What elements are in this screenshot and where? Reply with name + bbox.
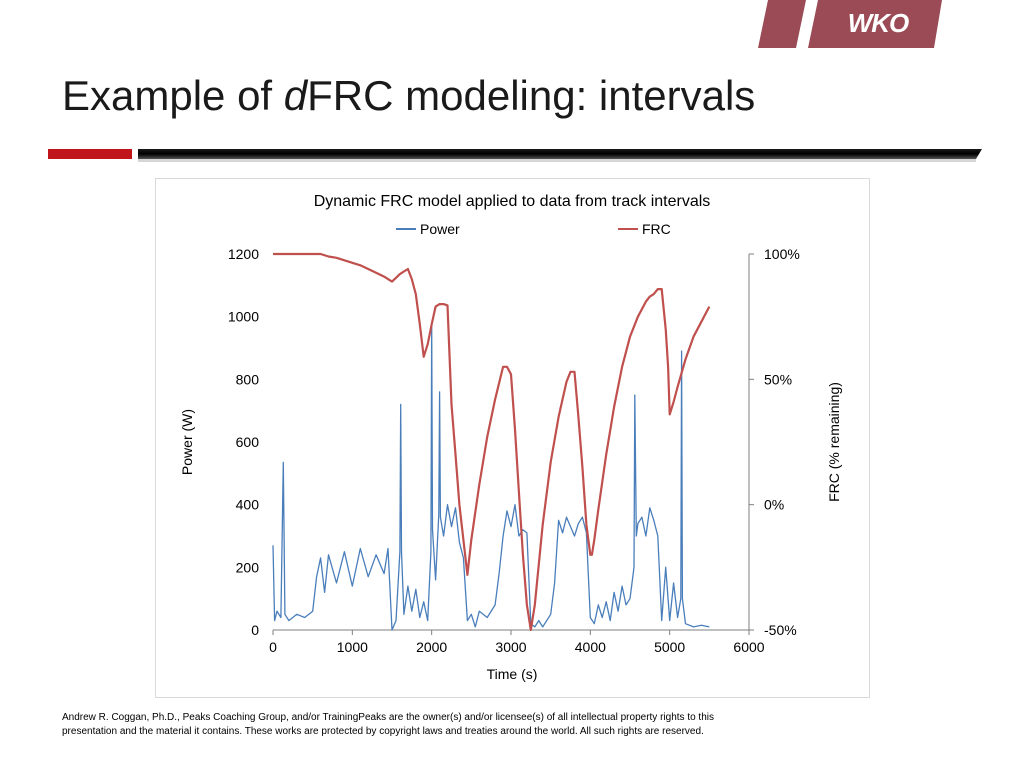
y-axis-label: Power (W) — [179, 409, 195, 475]
x-tick-label: 4000 — [575, 639, 606, 655]
x-tick-label: 3000 — [495, 639, 526, 655]
slide-title: Example of dFRC modeling: intervals — [62, 72, 755, 120]
footer-line-1: Andrew R. Coggan, Ph.D., Peaks Coaching … — [62, 712, 714, 723]
x-tick-label: 2000 — [416, 639, 447, 655]
x-tick-label: 1000 — [337, 639, 368, 655]
logo-text: WKO — [847, 8, 910, 38]
x-axis-label: Time (s) — [487, 666, 538, 682]
footer-line-2: presentation and the material it contain… — [62, 726, 704, 737]
title-italic: d — [283, 72, 308, 119]
y-tick-label: 1200 — [228, 246, 259, 262]
logo-stripe — [758, 0, 806, 48]
series-line-frc — [273, 252, 711, 632]
y-tick-label: 1000 — [228, 309, 259, 325]
chart: Dynamic FRC model applied to data from t… — [179, 193, 842, 682]
y2-axis-label: FRC (% remaining) — [826, 382, 842, 502]
chart-title: Dynamic FRC model applied to data from t… — [314, 193, 711, 210]
y-tick-label: 200 — [236, 559, 260, 575]
x-tick-label: 5000 — [654, 639, 685, 655]
y-tick-label: 400 — [236, 497, 260, 513]
y2-tick-label: -50% — [764, 622, 797, 638]
title-rule — [48, 149, 982, 162]
y-tick-label: 0 — [251, 622, 259, 638]
chart-frame: Dynamic FRC model applied to data from t… — [155, 178, 870, 698]
series-line-power — [272, 325, 710, 631]
y2-tick-label: 50% — [764, 371, 792, 387]
copyright-footer: Andrew R. Coggan, Ph.D., Peaks Coaching … — [62, 711, 782, 739]
title-suffix: FRC modeling: intervals — [307, 72, 756, 119]
x-tick-label: 0 — [269, 639, 277, 655]
y-tick-label: 800 — [236, 371, 260, 387]
y-tick-label: 600 — [236, 434, 260, 450]
legend-label-power: Power — [420, 221, 460, 237]
rule-red-segment — [48, 149, 132, 159]
rule-shadow — [138, 159, 976, 162]
title-prefix: Example of — [62, 72, 284, 119]
x-tick-label: 6000 — [733, 639, 764, 655]
legend-label-frc: FRC — [642, 221, 671, 237]
wko-logo: WKO — [758, 0, 948, 48]
rule-dark-segment — [138, 149, 982, 159]
y2-tick-label: 0% — [764, 497, 784, 513]
logo-plate — [808, 0, 942, 48]
y2-tick-label: 100% — [764, 246, 800, 262]
